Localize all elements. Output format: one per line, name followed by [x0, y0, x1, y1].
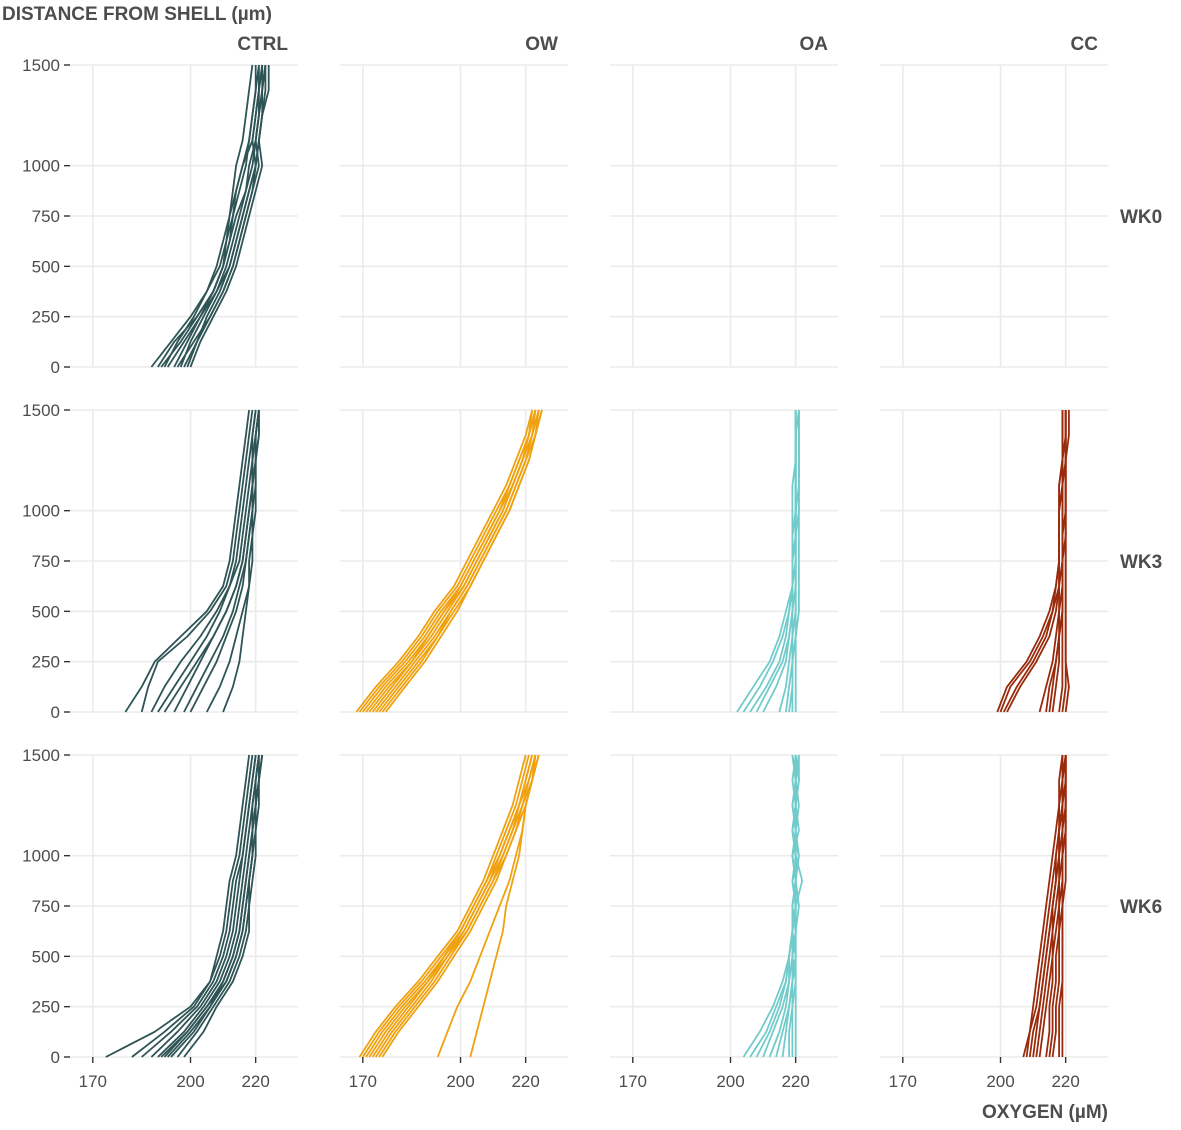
y-tick-label: 0 [51, 703, 60, 722]
panel-ow-wk6 [340, 754, 568, 1058]
y-tick-label: 1000 [22, 157, 60, 176]
panel-cc-wk3 [880, 409, 1108, 713]
profile-line-ctrl-wk6 [131, 754, 254, 1058]
profile-line-ow-wk3 [378, 409, 540, 713]
y-tick-label: 1000 [22, 847, 60, 866]
panel-cc-wk0 [880, 64, 1108, 368]
y-tick-label: 250 [32, 308, 60, 327]
panel-oa-wk0 [610, 64, 838, 368]
profile-line-ow-wk3 [371, 409, 540, 713]
y-axis-title: DISTANCE FROM SHELL (µm) [2, 4, 272, 25]
y-tick-label: 250 [32, 653, 60, 672]
profile-line-ow-wk3 [384, 409, 543, 713]
profile-line-ctrl-wk3 [150, 409, 257, 713]
x-tick-label: 170 [619, 1072, 647, 1091]
y-tick-label: 500 [32, 947, 60, 966]
column-strip-oa: OA [800, 34, 829, 55]
row-strip-wk3: WK3 [1120, 552, 1162, 573]
panel-ow-wk3 [340, 409, 568, 713]
y-tick-label: 750 [32, 897, 60, 916]
row-strip-wk6: WK6 [1120, 897, 1162, 918]
profile-line-ctrl-wk6 [105, 754, 250, 1058]
y-tick-label: 750 [32, 207, 60, 226]
y-tick-label: 0 [51, 358, 60, 377]
column-strip-ow: OW [525, 34, 558, 55]
y-tick-label: 500 [32, 257, 60, 276]
column-strip-ctrl: CTRL [237, 34, 288, 55]
profile-line-ctrl-wk0 [150, 65, 257, 368]
profile-line-ctrl-wk0 [183, 64, 267, 368]
profile-line-ctrl-wk3 [140, 409, 254, 713]
x-tick-label: 170 [889, 1072, 917, 1091]
y-tick-label: 0 [51, 1048, 60, 1067]
x-tick-label: 200 [716, 1072, 744, 1091]
panel-ctrl-wk3 [70, 409, 298, 713]
profile-line-ow-wk6 [371, 754, 537, 1058]
x-tick-label: 200 [986, 1072, 1014, 1091]
panel-oa-wk6 [610, 754, 838, 1058]
y-tick-label: 750 [32, 552, 60, 571]
row-strip-wk0: WK0 [1120, 207, 1162, 228]
profile-line-ow-wk3 [355, 409, 534, 713]
profile-line-oa-wk6 [791, 755, 800, 1057]
profile-line-cc-wk6 [1025, 755, 1064, 1058]
x-axis-title: OXYGEN (µM) [982, 1102, 1108, 1123]
profile-line-ctrl-wk3 [157, 409, 257, 713]
profile-line-ctrl-wk6 [183, 754, 264, 1058]
profile-line-ow-wk6 [469, 754, 537, 1058]
column-strip-cc: CC [1071, 34, 1099, 55]
profile-line-ctrl-wk0 [160, 64, 264, 368]
x-tick-label: 220 [511, 1072, 539, 1091]
x-tick-label: 170 [349, 1072, 377, 1091]
profile-line-ow-wk6 [358, 754, 527, 1058]
panel-oa-wk3 [610, 409, 838, 713]
profile-line-oa-wk3 [785, 409, 800, 713]
profile-line-cc-wk6 [1061, 755, 1067, 1057]
axes: 0 250 500 750 1000 1500 0 250 500 750 1000 1500 0 250… [22, 56, 1080, 1091]
facet-strips: CTRL OW OA CC WK0 WK3 WK6 [237, 34, 1162, 918]
y-tick-label: 1500 [22, 401, 60, 420]
profile-line-cc-wk3 [1064, 410, 1070, 713]
x-tick-label: 220 [1051, 1072, 1079, 1091]
x-tick-label: 200 [446, 1072, 474, 1091]
facet-panels [70, 64, 1108, 1058]
y-tick-label: 1500 [22, 56, 60, 75]
x-tick-label: 220 [781, 1072, 809, 1091]
profile-line-oa-wk3 [794, 410, 800, 712]
x-tick-label: 220 [241, 1072, 269, 1091]
y-tick-label: 1000 [22, 502, 60, 521]
profile-line-ctrl-wk3 [124, 409, 250, 713]
x-tick-label: 170 [79, 1072, 107, 1091]
y-tick-label: 1500 [22, 746, 60, 765]
y-tick-label: 250 [32, 998, 60, 1017]
panel-ctrl-wk6 [70, 754, 298, 1058]
panel-ow-wk0 [340, 64, 568, 368]
profile-line-oa-wk6 [781, 754, 800, 1058]
profile-line-ctrl-wk6 [150, 754, 257, 1058]
profile-line-ctrl-wk3 [183, 409, 260, 713]
y-tick-label: 500 [32, 602, 60, 621]
x-tick-label: 200 [176, 1072, 204, 1091]
panel-cc-wk6 [880, 754, 1108, 1058]
panel-ctrl-wk0 [70, 64, 298, 368]
profile-line-ctrl-wk6 [160, 754, 264, 1058]
profile-line-ow-wk6 [378, 754, 540, 1058]
